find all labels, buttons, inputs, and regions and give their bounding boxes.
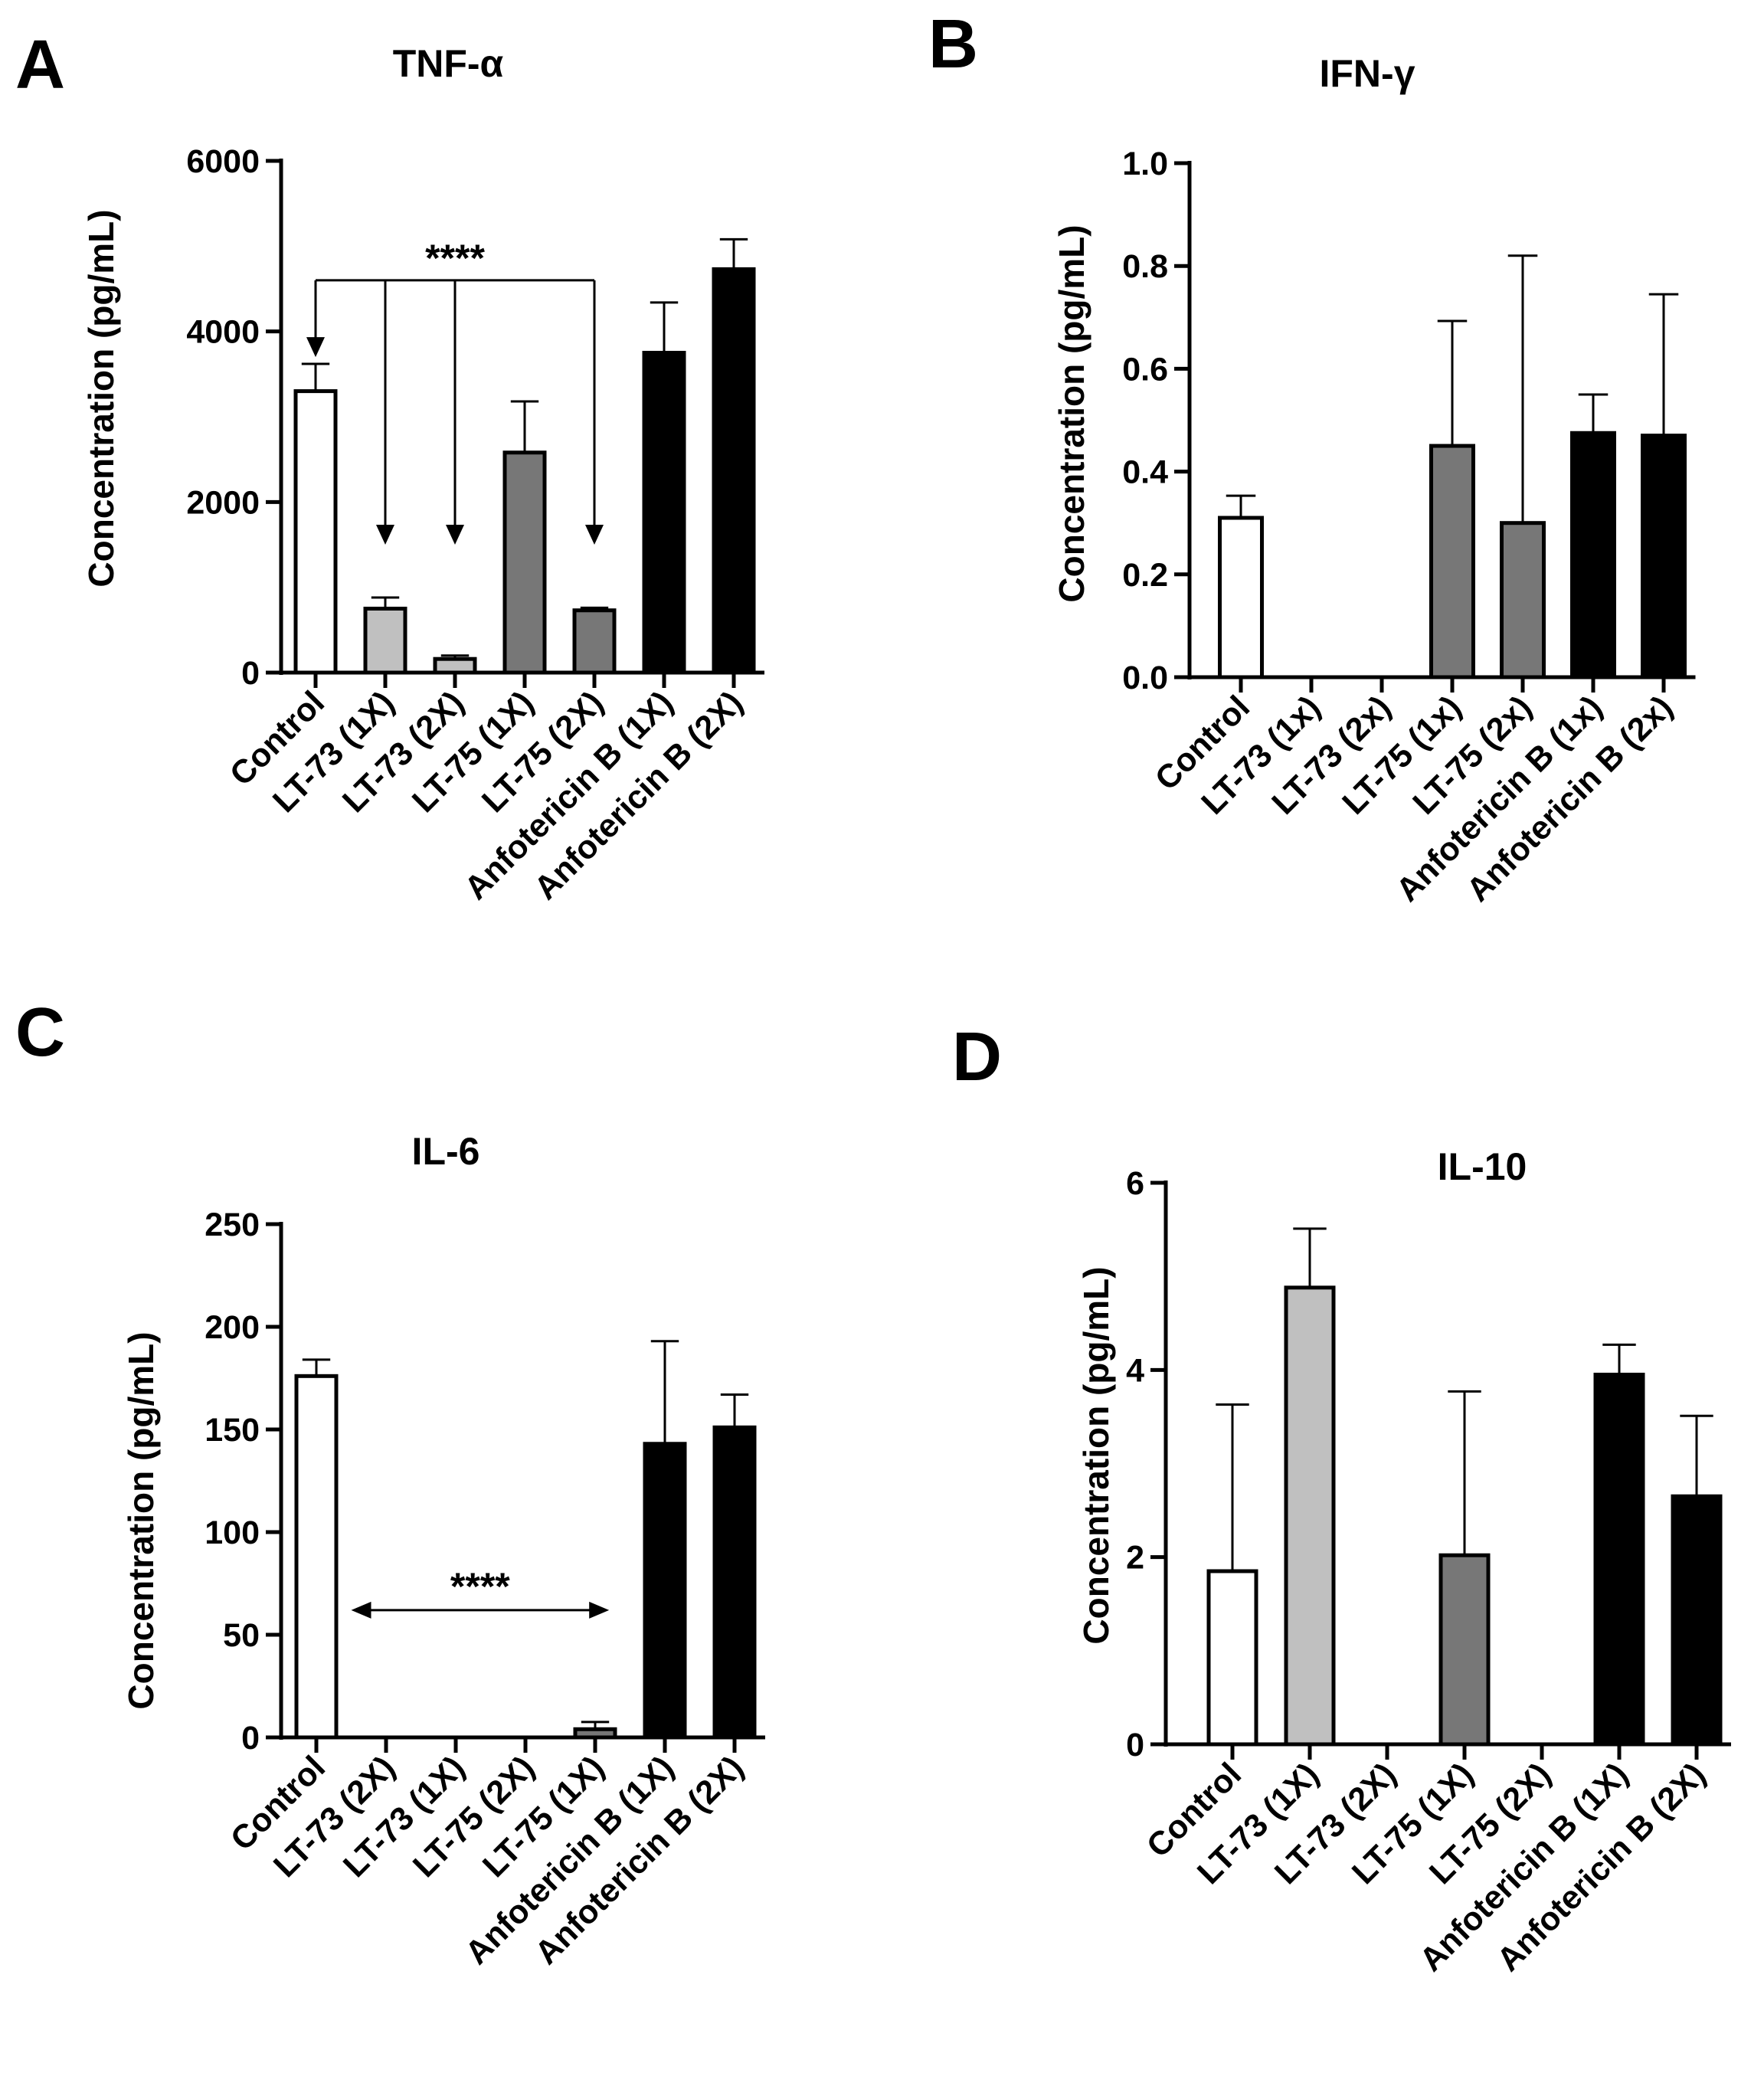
bar	[1218, 516, 1264, 679]
y-tick-label: 0	[241, 655, 260, 692]
arrow-head-right	[589, 1601, 610, 1619]
panel-b: B IFN-γ Concentration (pg/mL) 0.0 0.2 0.4 0.6 0…	[928, 6, 1696, 909]
arrow-head	[585, 525, 604, 545]
y-tick-label: 4	[1126, 1352, 1144, 1389]
bar	[1284, 1285, 1336, 1747]
chart-title: TNF-α	[393, 42, 504, 85]
y-tick-label: 150	[205, 1412, 260, 1449]
y-axis-label: Concentration (pg/mL)	[1076, 1266, 1116, 1644]
panel-c: C IL-6 Concentration (pg/mL) 0 50 100 150 200 25…	[15, 994, 765, 1972]
arrow-head	[446, 525, 464, 545]
bar	[712, 267, 756, 675]
y-tick-label: 0.0	[1122, 660, 1168, 696]
bar	[363, 607, 407, 675]
bar	[572, 608, 617, 675]
chart-title: IFN-γ	[1320, 52, 1415, 95]
bar	[573, 1727, 617, 1740]
y-tick-label: 0.4	[1122, 454, 1168, 491]
arrow-head	[376, 525, 394, 545]
bar	[1570, 431, 1616, 679]
bar	[1438, 1553, 1491, 1747]
bar	[1429, 444, 1475, 679]
y-tick-label: 0.8	[1122, 248, 1168, 285]
y-tick-label: 0	[241, 1720, 260, 1757]
bar	[502, 450, 547, 675]
bar	[712, 1425, 757, 1740]
panel-a: A TNF-α Concentration (pg/mL) 0 2000 4000 6000…	[15, 27, 764, 907]
y-tick-label: 2000	[186, 484, 260, 521]
y-axis-label: Concentration (pg/mL)	[1052, 224, 1091, 602]
bar	[642, 351, 686, 675]
bar	[1671, 1494, 1723, 1747]
y-tick-label: 6000	[186, 143, 260, 180]
panel-label: A	[15, 27, 65, 103]
y-tick-label: 250	[205, 1207, 260, 1243]
y-tick-label: 0.6	[1122, 351, 1168, 388]
y-axis-label: Concentration (pg/mL)	[81, 209, 121, 587]
panel-label: C	[15, 994, 65, 1071]
significance-label: ****	[450, 1565, 510, 1608]
chart-title: IL-6	[412, 1130, 480, 1173]
significance-label: ****	[425, 237, 485, 280]
chart-title: IL-10	[1438, 1145, 1527, 1188]
y-tick-label: 4000	[186, 314, 260, 351]
bar	[1500, 521, 1546, 679]
y-tick-label: 0	[1126, 1727, 1144, 1763]
y-tick-label: 2	[1126, 1540, 1144, 1577]
arrow-head-left	[351, 1601, 371, 1619]
arrow-head	[306, 337, 325, 358]
y-tick-label: 0.2	[1122, 557, 1168, 594]
panel-label: B	[928, 6, 978, 83]
panel-label: D	[952, 1019, 1002, 1095]
bar	[294, 1374, 339, 1740]
bar	[293, 389, 338, 675]
bar	[1641, 434, 1687, 679]
y-tick-label: 200	[205, 1309, 260, 1346]
y-tick-label: 6	[1126, 1165, 1144, 1202]
y-tick-label: 100	[205, 1514, 260, 1551]
bar	[433, 657, 477, 675]
bar	[1206, 1569, 1258, 1747]
bar	[1593, 1372, 1645, 1747]
bar	[643, 1442, 687, 1740]
y-axis-label: Concentration (pg/mL)	[121, 1331, 161, 1709]
y-tick-label: 1.0	[1122, 146, 1168, 182]
y-tick-label: 50	[223, 1617, 260, 1654]
